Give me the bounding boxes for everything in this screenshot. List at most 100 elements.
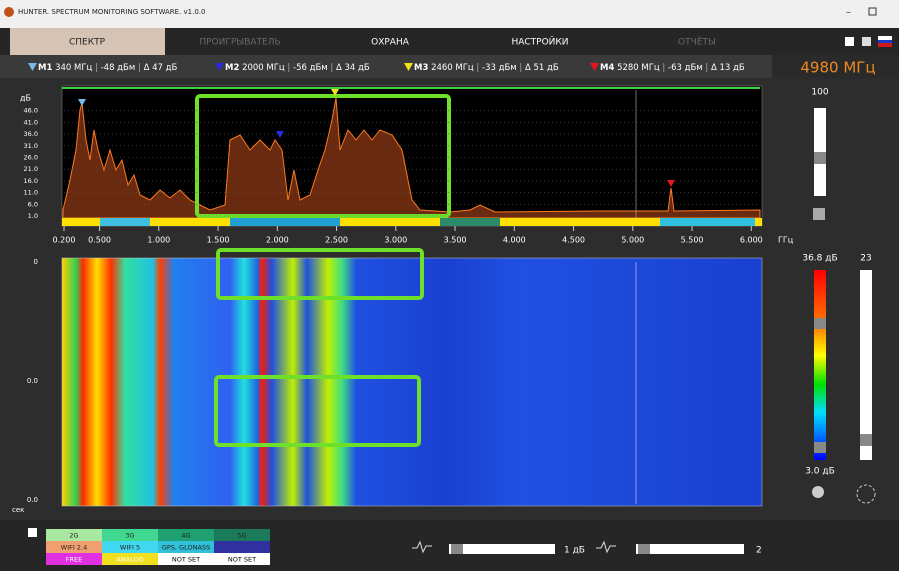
x-tick-label: 4.500 [562,236,585,245]
x-unit: ГГц [778,236,794,245]
flag-white[interactable] [878,36,892,40]
tab[interactable]: СПЕКТР [69,38,106,48]
tab[interactable]: НАСТРОЙКИ [511,36,568,48]
min-db: 3.0 дБ [805,467,835,477]
marker-readout: M1 340 МГц | -48 дБм | Δ 47 дБ [38,63,178,73]
slider-handle[interactable] [860,434,872,446]
x-tick-label: 3.000 [384,236,407,245]
separator: | [285,63,293,73]
marker-freq: 340 МГц [55,63,92,73]
y-tick-label: 0.0 [27,496,38,504]
y-unit: дБ [20,94,31,103]
legend-label: WIFI 5 [120,544,140,552]
slider-handle[interactable] [814,152,826,164]
y-tick-label: 46.0 [24,107,38,115]
separator: | [517,63,525,73]
zoom-icon[interactable] [812,486,824,498]
legend-label: ANALOG [116,556,143,564]
marker-name: M2 [225,63,239,73]
marker-level: -56 дБм [293,63,328,73]
marker-freq: 5280 МГц [617,63,660,73]
legend-label: 2G [69,532,78,540]
help-icon[interactable] [845,37,854,46]
band-strip [62,218,762,226]
scale-handle[interactable] [814,442,826,453]
tab[interactable]: ОТЧЁТЫ [678,37,716,48]
legend-label: WIFI 2.4 [61,544,87,552]
separator: | [703,63,711,73]
marker-name: M3 [414,63,428,73]
slider-handle[interactable] [451,544,463,554]
separator: | [474,63,482,73]
separator: | [328,63,336,73]
waterfall [62,258,762,506]
slider-handle[interactable] [638,544,650,554]
separator: | [660,63,668,73]
flag-blue [878,40,892,43]
attenuation-slider[interactable] [449,544,555,554]
x-tick-label: 5.000 [621,236,644,245]
x-tick-label: 3.500 [444,236,467,245]
marker-delta: Δ 13 дБ [711,63,745,73]
marker-readout: M4 5280 МГц | -63 дБм | Δ 13 дБ [600,63,745,73]
tab[interactable]: ОХРАНА [371,38,410,48]
legend-label: 3G [125,532,134,540]
y-tick-label: 26.0 [24,154,38,162]
band-segment [660,218,755,226]
band-segment [440,218,500,226]
level-top: 100 [811,88,828,98]
app-window: HUNTER. SPECTRUM MONITORING SOFTWARE. v1… [0,0,899,571]
x-tick-label: 6.000 [740,236,763,245]
page: HUNTER. SPECTRUM MONITORING SOFTWARE. v1… [0,0,899,571]
x-tick-label: 2.000 [266,236,289,245]
x-tick-label: 2.500 [325,236,348,245]
attenuation-value: 1 дБ [564,546,585,556]
y-tick-label: 6.0 [28,200,38,208]
color-scale[interactable] [814,270,826,460]
current-frequency: 4980 МГц [800,59,875,77]
app-icon [4,7,14,17]
speed-slider[interactable] [860,270,872,460]
separator: | [92,63,100,73]
marker-delta: Δ 34 дБ [336,63,370,73]
marker-level: -33 дБм [482,63,517,73]
y-tick-label: 1.0 [28,212,38,220]
x-tick-label: 0.200 [53,236,76,245]
x-tick-label: 1.000 [147,236,170,245]
separator: | [135,63,143,73]
tab[interactable]: ПРОИГРЫВАТЕЛЬ [199,38,280,48]
layers-icon[interactable] [813,208,825,220]
band-segment [100,218,150,226]
y-tick-label: 0.0 [27,377,38,385]
save-icon[interactable] [862,37,871,46]
legend-label: GPS, GLONASS [162,544,210,552]
y-tick-label: 16.0 [24,177,38,185]
y-tick-label: 21.0 [24,165,38,173]
legend-label: NOT SET [172,556,200,564]
averaging-slider[interactable] [636,544,744,554]
x-tick-label: 1.500 [207,236,230,245]
x-tick-label: 5.500 [681,236,704,245]
legend-label: NOT SET [228,556,256,564]
marker-freq: 2000 МГц [242,63,285,73]
marker-freq: 2460 МГц [431,63,474,73]
y-tick-label: 31.0 [24,142,38,150]
marker-level: -48 дБм [101,63,136,73]
flag-red [878,43,892,47]
legend-checkbox[interactable] [28,528,37,537]
speed-icon[interactable] [857,485,875,503]
marker-name: M1 [38,63,52,73]
averaging-value: 2 [756,546,762,556]
y-tick-label: 41.0 [24,118,38,126]
legend-label: 4G [181,532,190,540]
y-tick-label: 11.0 [24,189,38,197]
marker-name: M4 [600,63,614,73]
max-db: 36.8 дБ [802,254,837,264]
waterfall-unit: сек [12,506,24,514]
marker-level: -63 дБм [668,63,703,73]
x-tick-label: 0.500 [88,236,111,245]
minimize-button[interactable]: – [846,7,851,18]
scale-handle[interactable] [814,318,826,329]
band-segment [230,218,340,226]
legend-label: FREE [66,556,82,564]
